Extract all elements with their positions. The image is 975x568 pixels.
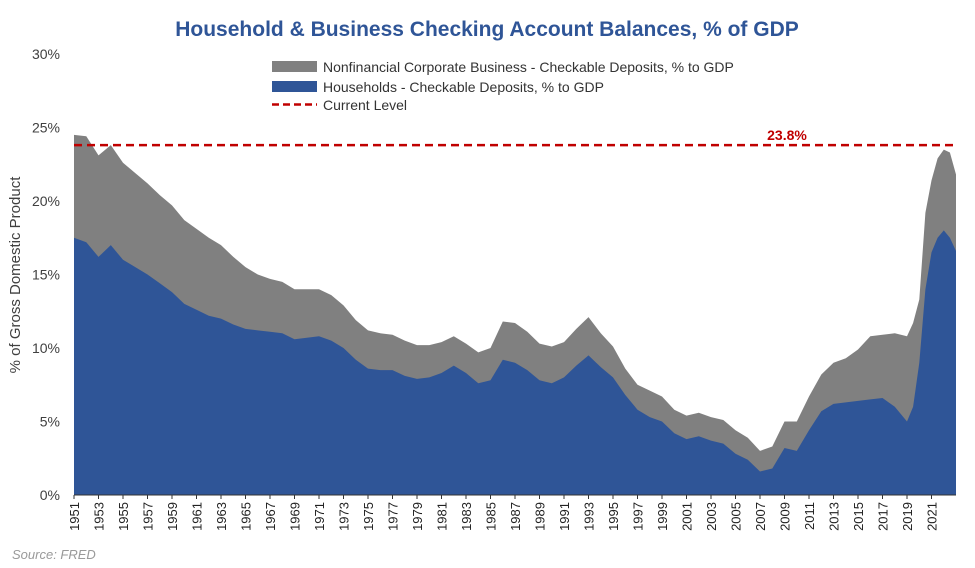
x-tick-label: 1971	[312, 502, 327, 531]
x-tick-label: 1981	[435, 502, 450, 531]
x-tick-label: 1997	[631, 502, 646, 531]
x-tick-label: 1995	[606, 502, 621, 531]
y-tick-label: 30%	[32, 46, 60, 62]
x-tick-label: 1961	[190, 502, 205, 531]
x-tick-label: 1977	[386, 502, 401, 531]
x-tick-label: 1967	[263, 502, 278, 531]
y-tick-label: 25%	[32, 120, 60, 136]
x-tick-label: 1975	[361, 502, 376, 531]
y-tick-label: 20%	[32, 193, 60, 209]
legend-swatch-business	[272, 61, 317, 72]
legend: Nonfinancial Corporate Business - Checka…	[272, 59, 734, 113]
x-tick-label: 1973	[337, 502, 352, 531]
x-tick-label: 2013	[827, 502, 842, 531]
x-tick-label: 1983	[459, 502, 474, 531]
x-tick-label: 1951	[67, 502, 82, 531]
x-tick-label: 2011	[802, 502, 817, 530]
x-tick-label: 1985	[484, 502, 499, 531]
y-tick-label: 5%	[40, 414, 60, 430]
x-tick-label: 1955	[116, 502, 131, 531]
area-households	[74, 230, 956, 495]
x-tick-label: 1957	[141, 502, 156, 531]
x-tick-label: 1965	[239, 502, 254, 531]
plot-area: 23.8%	[74, 127, 956, 496]
x-tick-label: 2007	[753, 502, 768, 531]
x-tick-label: 1979	[410, 502, 425, 531]
current-level-label: 23.8%	[767, 127, 807, 143]
legend-swatch-households	[272, 81, 317, 92]
y-tick-label: 0%	[40, 487, 60, 503]
source-note: Source: FRED	[12, 547, 96, 562]
x-tick-label: 1999	[655, 502, 670, 531]
legend-label-business: Nonfinancial Corporate Business - Checka…	[323, 59, 734, 75]
y-axis-ticks: 0% 5% 10% 15% 20% 25% 30%	[32, 46, 60, 503]
x-tick-label: 2019	[900, 502, 915, 531]
x-tick-label: 1953	[92, 502, 107, 531]
x-tick-label: 1993	[582, 502, 597, 531]
legend-label-households: Households - Checkable Deposits, % to GD…	[323, 79, 604, 95]
x-tick-label: 1987	[508, 502, 523, 531]
x-tick-label: 2017	[876, 502, 891, 531]
x-tick-label: 1991	[557, 502, 572, 531]
x-tick-label: 2005	[729, 502, 744, 531]
x-tick-label: 2015	[851, 502, 866, 531]
y-axis-label: % of Gross Domestic Product	[7, 176, 24, 374]
chart-title: Household & Business Checking Account Ba…	[175, 18, 799, 41]
x-tick-label: 2003	[704, 502, 719, 531]
x-tick-label: 1989	[533, 502, 548, 531]
x-tick-label: 1963	[214, 502, 229, 531]
x-tick-label: 1969	[288, 502, 303, 531]
legend-label-current-level: Current Level	[323, 97, 407, 113]
x-tick-label: 2009	[778, 502, 793, 531]
x-tick-label: 2021	[925, 502, 940, 531]
x-tick-label: 1959	[165, 502, 180, 531]
x-axis-ticks: 1951 1953 1955 1957 1959 1961 1963 1965 1967 1969…	[67, 495, 940, 531]
y-tick-label: 10%	[32, 340, 60, 356]
x-tick-label: 2001	[680, 502, 695, 531]
y-tick-label: 15%	[32, 267, 60, 283]
